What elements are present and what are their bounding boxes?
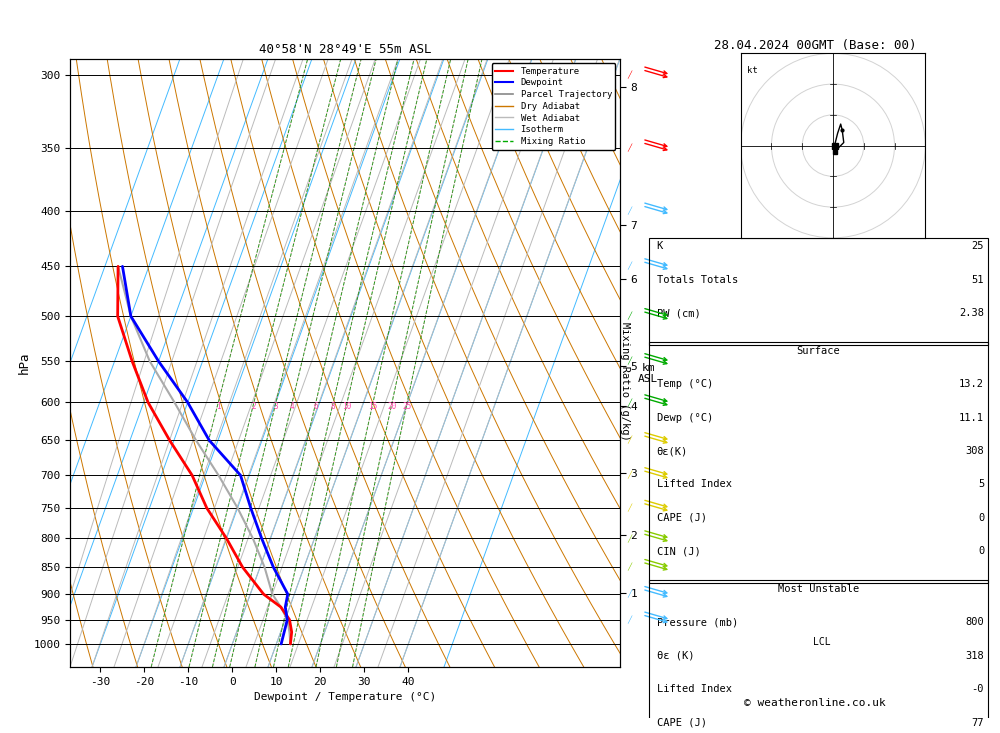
Text: 15: 15 <box>368 402 378 411</box>
Text: ╱: ╱ <box>627 436 631 444</box>
Text: 77: 77 <box>972 718 984 728</box>
Text: Mixing Ratio (g/kg): Mixing Ratio (g/kg) <box>620 322 630 441</box>
Text: ╱: ╱ <box>627 312 631 320</box>
Text: 308: 308 <box>965 446 984 456</box>
Text: ╱: ╱ <box>627 262 631 270</box>
Text: ╱: ╱ <box>627 357 631 365</box>
Text: 318: 318 <box>965 651 984 660</box>
Text: ╱: ╱ <box>627 471 631 479</box>
Text: PW (cm): PW (cm) <box>657 308 700 318</box>
Text: © weatheronline.co.uk: © weatheronline.co.uk <box>744 698 886 708</box>
Text: Most Unstable: Most Unstable <box>778 584 859 594</box>
Text: θε (K): θε (K) <box>657 651 694 660</box>
Text: Pressure (mb): Pressure (mb) <box>657 617 738 627</box>
Text: 4: 4 <box>290 402 294 411</box>
Text: Surface: Surface <box>797 346 840 356</box>
Text: Totals Totals: Totals Totals <box>657 275 738 284</box>
Text: -0: -0 <box>972 684 984 694</box>
Text: 11.1: 11.1 <box>959 413 984 423</box>
Text: 2.38: 2.38 <box>959 308 984 318</box>
Text: 25: 25 <box>402 402 412 411</box>
Text: Lifted Index: Lifted Index <box>657 479 732 490</box>
Text: 28.04.2024 00GMT (Base: 00): 28.04.2024 00GMT (Base: 00) <box>714 40 916 52</box>
Text: ╱: ╱ <box>627 504 631 512</box>
Text: 5: 5 <box>978 479 984 490</box>
Y-axis label: km
ASL: km ASL <box>638 363 658 384</box>
Text: 1: 1 <box>216 402 221 411</box>
Y-axis label: hPa: hPa <box>18 352 30 374</box>
Text: 0: 0 <box>978 513 984 523</box>
Text: 800: 800 <box>965 617 984 627</box>
Text: ╱: ╱ <box>627 590 631 598</box>
Text: 25: 25 <box>972 241 984 251</box>
Text: 20: 20 <box>387 402 397 411</box>
X-axis label: Dewpoint / Temperature (°C): Dewpoint / Temperature (°C) <box>254 692 436 702</box>
Text: 8: 8 <box>331 402 336 411</box>
Text: ╱: ╱ <box>627 398 631 407</box>
Text: 0: 0 <box>978 546 984 556</box>
Legend: Temperature, Dewpoint, Parcel Trajectory, Dry Adiabat, Wet Adiabat, Isotherm, Mi: Temperature, Dewpoint, Parcel Trajectory… <box>492 63 615 150</box>
Text: CIN (J): CIN (J) <box>657 546 700 556</box>
Text: LCL: LCL <box>813 636 830 647</box>
Text: Temp (°C): Temp (°C) <box>657 379 713 389</box>
Text: CAPE (J): CAPE (J) <box>657 718 707 728</box>
Text: ╱: ╱ <box>627 563 631 571</box>
Text: ╱: ╱ <box>627 207 631 215</box>
Text: Lifted Index: Lifted Index <box>657 684 732 694</box>
Text: 6: 6 <box>314 402 318 411</box>
Text: 51: 51 <box>972 275 984 284</box>
Text: K: K <box>657 241 663 251</box>
Text: 2: 2 <box>252 402 256 411</box>
Text: ╱: ╱ <box>627 70 631 78</box>
Text: 13.2: 13.2 <box>959 379 984 389</box>
Text: 10: 10 <box>342 402 352 411</box>
Text: ╱: ╱ <box>627 616 631 624</box>
Text: CAPE (J): CAPE (J) <box>657 513 707 523</box>
Text: ╱: ╱ <box>627 534 631 542</box>
Text: ╱: ╱ <box>627 144 631 152</box>
Text: 3: 3 <box>274 402 278 411</box>
Text: Dewp (°C): Dewp (°C) <box>657 413 713 423</box>
Text: θε(K): θε(K) <box>657 446 688 456</box>
Title: 40°58'N 28°49'E 55m ASL: 40°58'N 28°49'E 55m ASL <box>259 43 431 56</box>
